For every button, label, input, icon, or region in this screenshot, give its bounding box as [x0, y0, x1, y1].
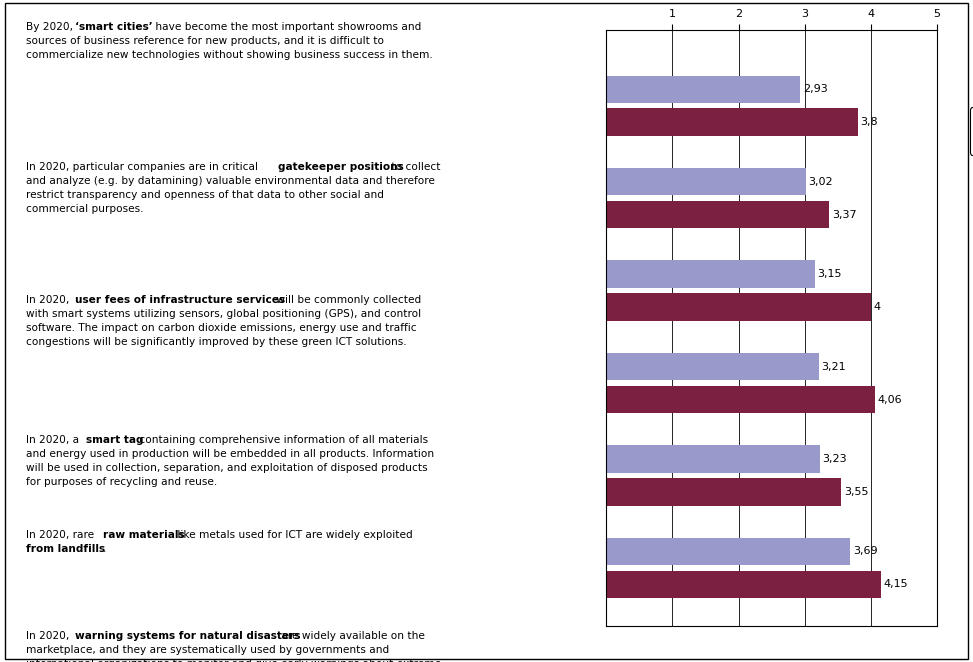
Bar	[606, 538, 850, 565]
Text: 3,37: 3,37	[832, 210, 856, 220]
Text: are widely available on the: are widely available on the	[278, 631, 425, 641]
Bar	[606, 386, 875, 413]
Bar	[606, 75, 800, 103]
Text: commercial purposes.: commercial purposes.	[25, 204, 143, 214]
Text: 2,93: 2,93	[803, 84, 827, 94]
Text: gatekeeper positions: gatekeeper positions	[278, 162, 404, 171]
Bar	[606, 571, 881, 598]
Text: 4: 4	[874, 302, 881, 312]
Text: raw materials: raw materials	[102, 530, 184, 540]
Text: sources of business reference for new products, and it is difficult to: sources of business reference for new pr…	[25, 36, 383, 46]
Text: have become the most important showrooms and: have become the most important showrooms…	[152, 22, 421, 32]
Text: to collect: to collect	[388, 162, 441, 171]
Text: In 2020, particular companies are in critical: In 2020, particular companies are in cri…	[25, 162, 261, 171]
Legend: Finland, Korea: Finland, Korea	[970, 107, 973, 155]
Text: for purposes of recycling and reuse.: for purposes of recycling and reuse.	[25, 477, 217, 487]
Text: and energy used in production will be embedded in all products. Information: and energy used in production will be em…	[25, 449, 434, 459]
Text: In 2020,: In 2020,	[25, 631, 72, 641]
Text: 3,02: 3,02	[809, 177, 833, 187]
Text: commercialize new technologies without showing business success in them.: commercialize new technologies without s…	[25, 50, 432, 60]
Bar	[606, 201, 829, 228]
Text: 3,55: 3,55	[844, 487, 868, 497]
Text: 4,15: 4,15	[883, 579, 908, 589]
Text: In 2020, a: In 2020, a	[25, 435, 83, 446]
Text: with smart systems utilizing sensors, global positioning (GPS), and control: with smart systems utilizing sensors, gl…	[25, 309, 421, 319]
Text: software. The impact on carbon dioxide emissions, energy use and traffic: software. The impact on carbon dioxide e…	[25, 323, 416, 333]
Text: 3,21: 3,21	[821, 361, 846, 371]
Bar	[606, 353, 818, 380]
Text: 3,69: 3,69	[853, 546, 878, 557]
Text: 3,8: 3,8	[860, 117, 878, 127]
Bar	[606, 109, 857, 136]
Text: congestions will be significantly improved by these green ICT solutions.: congestions will be significantly improv…	[25, 337, 407, 348]
Text: user fees of infrastructure services: user fees of infrastructure services	[75, 295, 285, 305]
Text: warning systems for natural disasters: warning systems for natural disasters	[75, 631, 301, 641]
Text: In 2020, rare: In 2020, rare	[25, 530, 97, 540]
Text: international organizations to monitor and give early warnings about extreme: international organizations to monitor a…	[25, 659, 441, 662]
Text: By 2020,: By 2020,	[25, 22, 76, 32]
Text: will be commonly collected: will be commonly collected	[272, 295, 421, 305]
Text: like metals used for ICT are widely exploited: like metals used for ICT are widely expl…	[174, 530, 413, 540]
Text: containing comprehensive information of all materials: containing comprehensive information of …	[135, 435, 428, 446]
Text: ‘smart cities’: ‘smart cities’	[75, 22, 153, 32]
Text: will be used in collection, separation, and exploitation of disposed products: will be used in collection, separation, …	[25, 463, 427, 473]
Text: 3,23: 3,23	[822, 454, 847, 464]
Bar	[606, 446, 820, 473]
Text: .: .	[102, 544, 106, 553]
Bar	[606, 168, 806, 195]
Text: restrict transparency and openness of that data to other social and: restrict transparency and openness of th…	[25, 190, 383, 200]
Bar	[606, 478, 841, 506]
Text: and analyze (e.g. by datamining) valuable environmental data and therefore: and analyze (e.g. by datamining) valuabl…	[25, 175, 435, 185]
Text: 4,06: 4,06	[878, 395, 902, 404]
Bar	[606, 260, 814, 288]
Text: smart tag: smart tag	[87, 435, 144, 446]
Text: from landfills: from landfills	[25, 544, 105, 553]
Text: 3,15: 3,15	[817, 269, 842, 279]
Text: marketplace, and they are systematically used by governments and: marketplace, and they are systematically…	[25, 645, 389, 655]
Bar	[606, 293, 871, 321]
Text: In 2020,: In 2020,	[25, 295, 72, 305]
